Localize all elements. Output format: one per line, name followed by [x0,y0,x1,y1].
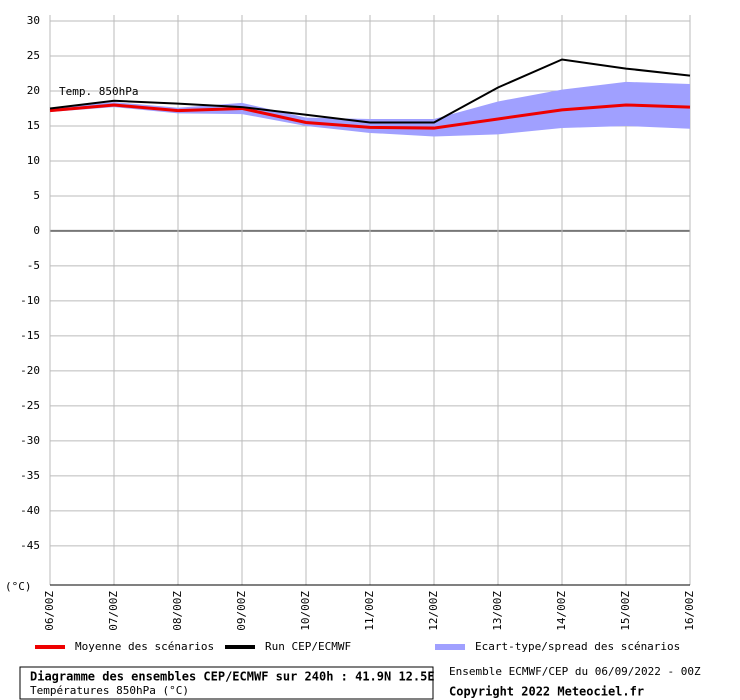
plot [49,58,691,137]
y-tick-label: -40 [20,504,40,517]
y-tick-label: -5 [27,259,40,272]
chart-subtitle: Températures 850hPa (°C) [30,684,189,697]
y-tick-label: 20 [27,84,40,97]
y-tick-label: 15 [27,119,40,132]
x-tick-label: 07/00Z [107,591,120,631]
x-tick-label: 09/00Z [235,591,248,631]
grid [49,15,691,586]
legend-label: Run CEP/ECMWF [265,640,351,653]
x-tick-label: 10/00Z [299,591,312,631]
y-tick-label: 10 [27,154,40,167]
x-tick-label: 11/00Z [363,591,376,631]
x-tick-label: 08/00Z [171,591,184,631]
y-tick-label: -35 [20,469,40,482]
y-tick-label: -25 [20,399,40,412]
y-tick-label: 0 [33,224,40,237]
y-axis-label: (°C) [5,580,32,593]
x-tick-label: 13/00Z [491,591,504,631]
x-tick-label: 15/00Z [619,591,632,631]
spread-band [50,81,690,137]
copyright: Copyright 2022 Meteociel.fr [449,685,644,699]
legend-label: Moyenne des scénarios [75,640,214,653]
series-line [49,103,691,130]
y-tick-label: 25 [27,49,40,62]
x-tick-label: 16/00Z [683,591,696,631]
x-tick-label: 06/00Z [43,591,56,631]
y-tick-label: -30 [20,434,40,447]
title-box [19,666,434,700]
chart-title: Diagramme des ensembles CEP/ECMWF sur 24… [30,670,435,684]
y-tick-label: -20 [20,364,40,377]
legend-label: Ecart-type/spread des scénarios [475,640,680,653]
x-tick-label: 14/00Z [555,591,568,631]
annotation: Temp. 850hPa [59,85,138,98]
x-tick-label: 12/00Z [427,591,440,631]
series-line [49,58,691,124]
source: Ensemble ECMWF/CEP du 06/09/2022 - 00Z [449,665,701,678]
y-tick-label: -45 [20,539,40,552]
y-tick-label: -15 [20,329,40,342]
y-tick-label: 5 [33,189,40,202]
y-tick-label: 30 [27,14,40,27]
y-tick-label: -10 [20,294,40,307]
